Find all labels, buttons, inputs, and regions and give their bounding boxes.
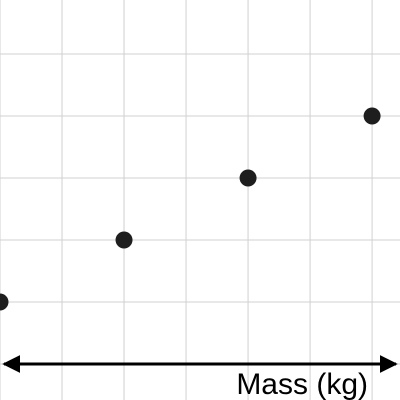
point: [0, 293, 9, 311]
point: [363, 107, 381, 125]
point: [239, 169, 257, 187]
point: [115, 231, 133, 249]
marks: [0, 107, 381, 311]
x-axis-label: Mass (kg): [236, 368, 368, 400]
